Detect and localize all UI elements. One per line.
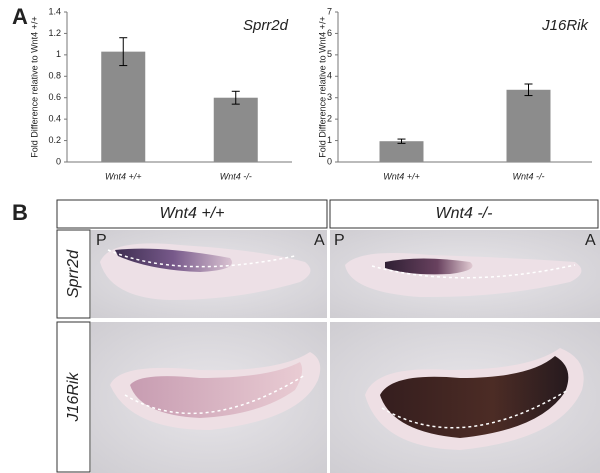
bar bbox=[213, 97, 258, 162]
error-bar bbox=[119, 37, 128, 67]
orientation-label: A bbox=[314, 232, 325, 249]
chart-title: Sprr2d bbox=[243, 17, 289, 34]
stain bbox=[130, 362, 303, 418]
y-axis-label: Fold Difference relative to Wnt4 +/+ bbox=[29, 16, 39, 157]
error-bar bbox=[397, 138, 406, 144]
x-tick-label: Wnt4 +/+ bbox=[383, 171, 420, 181]
y-tick-label: 0 bbox=[56, 156, 61, 166]
x-tick-label: Wnt4 -/- bbox=[512, 171, 544, 181]
stain bbox=[385, 258, 473, 275]
y-tick-label: 6 bbox=[327, 28, 332, 38]
bar bbox=[101, 51, 146, 163]
y-tick-label: 1.4 bbox=[48, 6, 61, 16]
y-tick-label: 0.4 bbox=[48, 114, 61, 124]
header-box bbox=[329, 199, 599, 229]
y-tick-label: 1.2 bbox=[48, 28, 61, 38]
orientation-label: P bbox=[96, 232, 107, 249]
bar bbox=[379, 141, 424, 162]
bar bbox=[506, 89, 551, 162]
orientation-label: A bbox=[585, 232, 596, 249]
y-tick-label: 1 bbox=[327, 135, 332, 145]
row-label: J16Rik bbox=[65, 372, 82, 423]
column-header: Wnt4 +/+ bbox=[160, 205, 225, 222]
error-bar bbox=[231, 90, 240, 105]
y-tick-label: 4 bbox=[327, 71, 332, 81]
x-tick-label: Wnt4 -/- bbox=[220, 171, 252, 181]
panel-label: A bbox=[12, 4, 28, 29]
row-label-box bbox=[56, 321, 91, 473]
panel-label: B bbox=[12, 200, 28, 225]
dashed-line bbox=[124, 374, 306, 415]
row-label-box bbox=[56, 229, 91, 319]
error-bar bbox=[524, 83, 533, 97]
y-tick-label: 0.2 bbox=[48, 135, 61, 145]
y-tick-label: 5 bbox=[327, 49, 332, 59]
y-tick-label: 3 bbox=[327, 92, 332, 102]
orientation-label: P bbox=[334, 232, 345, 249]
row-label: Sprr2d bbox=[65, 249, 82, 298]
y-tick-label: 2 bbox=[327, 114, 332, 124]
y-tick-label: 1 bbox=[56, 49, 61, 59]
stain bbox=[380, 356, 569, 438]
image-panel bbox=[56, 199, 600, 473]
column-header: Wnt4 -/- bbox=[436, 205, 493, 222]
x-tick-label: Wnt4 +/+ bbox=[105, 171, 142, 181]
dashed-line bbox=[107, 249, 296, 268]
dashed-line bbox=[371, 264, 576, 279]
header-box bbox=[56, 199, 328, 229]
y-tick-label: 0.6 bbox=[48, 92, 61, 102]
y-tick-label: 0 bbox=[327, 156, 332, 166]
y-tick-label: 0.8 bbox=[48, 71, 61, 81]
y-axis-label: Fold Difference relative to Wnt4 +/+ bbox=[317, 16, 327, 157]
chart-title: J16Rik bbox=[541, 17, 589, 34]
y-tick-label: 7 bbox=[327, 6, 332, 16]
